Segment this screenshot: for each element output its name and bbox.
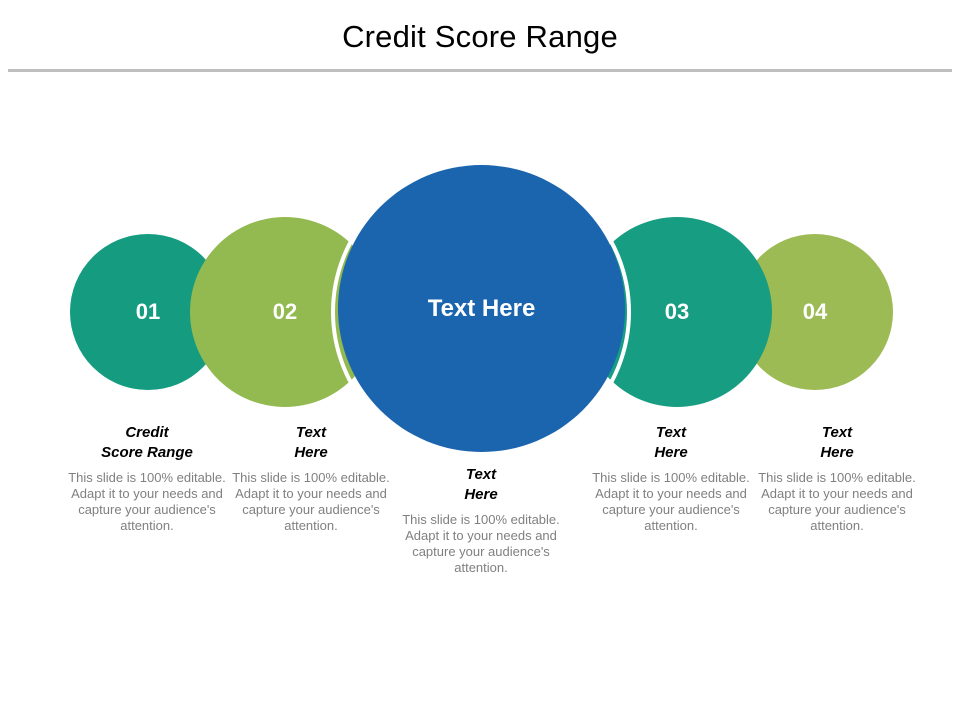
caption-heading-03: Text Here — [654, 424, 688, 461]
circle-step-04-label: 04 — [802, 299, 828, 324]
caption-block-03: Text Here This slide is 100% editable. A… — [586, 423, 756, 534]
title-divider — [8, 69, 952, 72]
center-circle-ring — [331, 162, 631, 462]
circle-center[interactable]: Text Here — [338, 165, 625, 452]
caption-heading-center: Text Here — [464, 466, 498, 503]
caption-body-03: This slide is 100% editable. Adapt it to… — [592, 470, 750, 533]
circle-step-02-label: 02 — [272, 299, 298, 324]
caption-heading-04: Text Here — [820, 424, 854, 461]
caption-heading-01: Credit Score Range — [101, 424, 193, 461]
caption-body-02: This slide is 100% editable. Adapt it to… — [232, 470, 390, 533]
page-title: Credit Score Range — [342, 19, 618, 54]
circle-step-01-label: 01 — [135, 299, 161, 324]
caption-body-center: This slide is 100% editable. Adapt it to… — [402, 512, 560, 575]
caption-body-01: This slide is 100% editable. Adapt it to… — [68, 470, 226, 533]
caption-block-center: Text Here This slide is 100% editable. A… — [396, 465, 566, 576]
circle-center-label: Text Here — [427, 294, 536, 322]
caption-block-04: Text Here This slide is 100% editable. A… — [752, 423, 922, 534]
caption-heading-02: Text Here — [294, 424, 328, 461]
caption-block-02: Text Here This slide is 100% editable. A… — [226, 423, 396, 534]
caption-body-04: This slide is 100% editable. Adapt it to… — [758, 470, 916, 533]
caption-block-01: Credit Score Range This slide is 100% ed… — [62, 423, 232, 534]
circle-step-03-label: 03 — [664, 299, 690, 324]
